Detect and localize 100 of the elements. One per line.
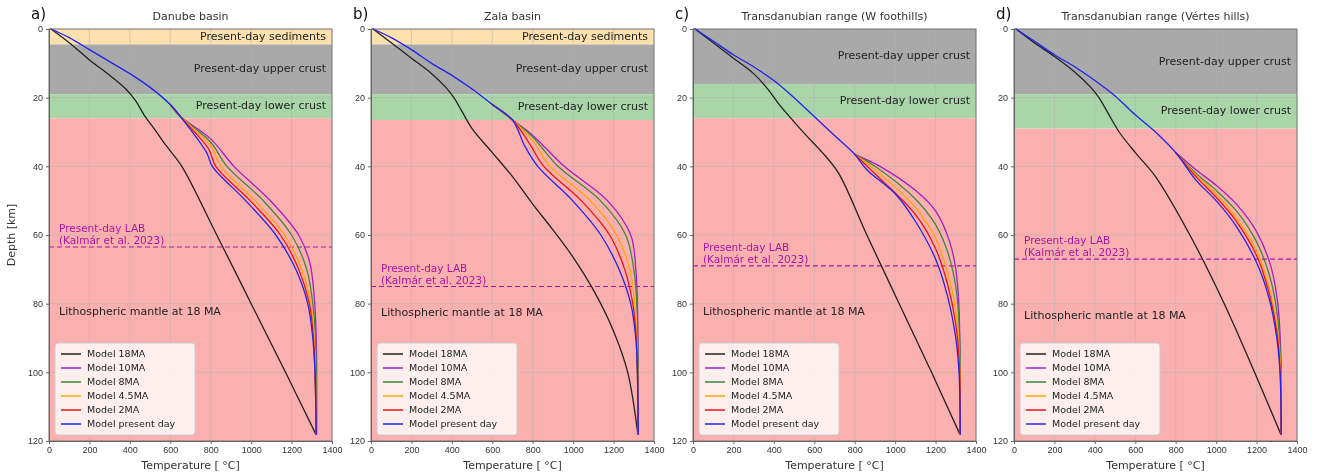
y-tick-label: 60 [997,230,1008,241]
ref-line-label: Present-day LAB (Kalmár et al. 2023) [703,240,809,265]
y-tick-label: 120 [671,436,687,447]
x-tick-label: 800 [847,445,863,456]
text: c) [675,5,690,23]
x-tick-label: 1000 [563,445,584,456]
y-tick-label: 20 [32,93,43,104]
band-label: Present-day lower crust [517,100,649,114]
legend-label: Model 10MA [1052,361,1111,373]
legend-label: Model 8MA [1052,375,1105,387]
x-tick-label: 400 [444,445,460,456]
y-tick-label: 20 [997,93,1008,104]
y-tick-label: 40 [354,161,365,172]
x-tick-label: 1000 [885,445,906,456]
legend-label: Model 18MA [731,347,790,359]
y-tick-label: 60 [354,230,365,241]
legend-label: Model 8MA [731,375,784,387]
band-label: Present-day upper crust [837,49,971,63]
y-tick-label: 80 [32,299,43,310]
legend-label: Model 4.5MA [1052,389,1114,401]
ref-line-label: Present-day LAB (Kalmár et al. 2023) [1024,234,1130,259]
x-tick-label: 1000 [241,445,262,456]
chart-title: Transdanubian range (W foothills) [740,10,928,23]
x-tick-label: 1400 [644,445,665,456]
y-tick-label: 60 [676,230,687,241]
x-tick-label: 600 [807,445,823,456]
legend-label: Model 4.5MA [731,389,793,401]
y-tick-label: 20 [354,93,365,104]
x-axis-title: Temperature [ °C] [1105,459,1205,472]
y-tick-label: 80 [676,299,687,310]
legend-label: Model 2MA [731,403,784,415]
x-tick-label: 0 [690,445,697,456]
y-tick-label: 20 [676,93,687,104]
y-tick-label: 100 [27,367,43,378]
y-tick-label: 120 [992,436,1008,447]
legend-label: Model 2MA [1052,403,1105,415]
y-tick-label: 120 [27,436,43,447]
x-tick-label: 200 [404,445,420,456]
y-tick-label: 100 [671,367,687,378]
band-label: Present-day upper crust [193,62,327,76]
band-label: Present-day upper crust [1158,54,1292,68]
x-tick-label: 800 [525,445,541,456]
x-axis-title: Temperature [ °C] [140,459,240,472]
ref-line-label: Present-day LAB (Kalmár et al. 2023) [59,222,165,247]
text: d) [996,5,1012,23]
x-tick-label: 200 [82,445,98,456]
y-tick-label: 120 [349,436,365,447]
x-tick-label: 400 [1087,445,1103,456]
x-tick-label: 0 [1011,445,1018,456]
text: a) [31,5,47,23]
legend-label: Model 18MA [87,347,146,359]
y-tick-label: 40 [32,161,43,172]
y-tick-label: 0 [37,24,43,35]
x-tick-label: 1200 [926,445,947,456]
band-label: Lithospheric mantle at 18 MA [703,304,866,318]
text: b) [353,5,369,23]
x-tick-label: 600 [1128,445,1144,456]
x-tick-label: 800 [1168,445,1184,456]
x-tick-label: 0 [368,445,375,456]
y-tick-label: 40 [997,161,1008,172]
legend-label: Model 4.5MA [87,389,149,401]
band-label: Present-day lower crust [1160,104,1292,118]
chart-title: Zala basin [483,10,542,23]
x-tick-label: 600 [485,445,501,456]
band-label: Present-day sediments [521,29,649,43]
x-tick-label: 1400 [322,445,343,456]
legend-label: Model 2MA [87,403,140,415]
legend-label: Model 18MA [409,347,468,359]
legend-label: Model present day [409,417,498,429]
ref-line-label: Present-day LAB (Kalmár et al. 2023) [381,261,487,286]
y-tick-label: 0 [681,24,687,35]
x-tick-label: 1200 [1247,445,1268,456]
x-tick-label: 1400 [1287,445,1308,456]
legend-label: Model 10MA [87,361,146,373]
x-tick-label: 200 [726,445,742,456]
band-label: Lithospheric mantle at 18 MA [381,305,544,319]
chart-title: Danube basin [152,10,229,23]
x-tick-label: 400 [766,445,782,456]
y-tick-label: 80 [354,299,365,310]
band-label: Lithospheric mantle at 18 MA [59,304,222,318]
x-axis-title: Temperature [ °C] [784,459,884,472]
y-tick-label: 0 [359,24,365,35]
x-tick-label: 1400 [966,445,987,456]
y-tick-label: 40 [676,161,687,172]
band-label: Present-day sediments [199,29,327,43]
y-tick-label: 80 [997,299,1008,310]
legend-label: Model 8MA [87,375,140,387]
legend-label: Model 10MA [731,361,790,373]
legend-label: Model present day [1052,417,1141,429]
y-tick-label: 60 [32,230,43,241]
legend-label: Model 2MA [409,403,462,415]
y-tick-label: 0 [1002,24,1008,35]
legend-label: Model present day [731,417,820,429]
legend-label: Model 4.5MA [409,389,471,401]
legend-label: Model 8MA [409,375,462,387]
x-tick-label: 1000 [1206,445,1227,456]
legend-label: Model present day [87,417,176,429]
x-tick-label: 0 [46,445,53,456]
band-label: Present-day lower crust [195,99,327,113]
y-tick-label: 100 [349,367,365,378]
